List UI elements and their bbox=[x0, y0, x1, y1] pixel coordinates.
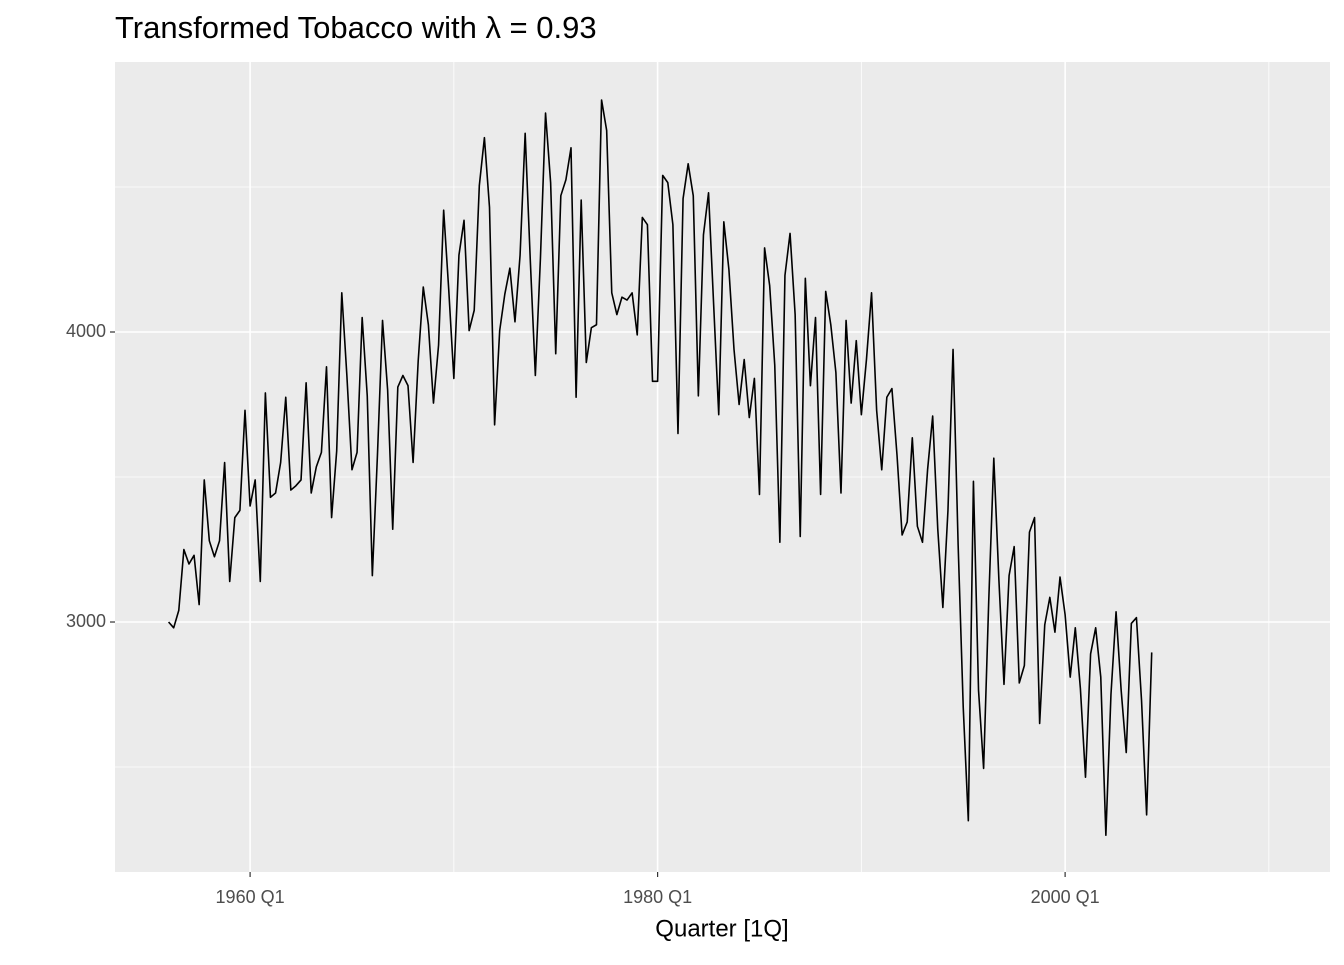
series-line bbox=[167, 99, 1153, 836]
chart-title: Transformed Tobacco with λ = 0.93 bbox=[115, 10, 597, 45]
panel bbox=[115, 62, 1330, 872]
x-tick-label: 2000 Q1 bbox=[1031, 887, 1100, 907]
y-tick-label: 4000 bbox=[66, 321, 106, 341]
x-tick-label: 1980 Q1 bbox=[623, 887, 692, 907]
x-axis-label: Quarter [1Q] bbox=[655, 915, 788, 942]
x-tick-label: 1960 Q1 bbox=[216, 887, 285, 907]
y-tick-label: 3000 bbox=[66, 611, 106, 631]
